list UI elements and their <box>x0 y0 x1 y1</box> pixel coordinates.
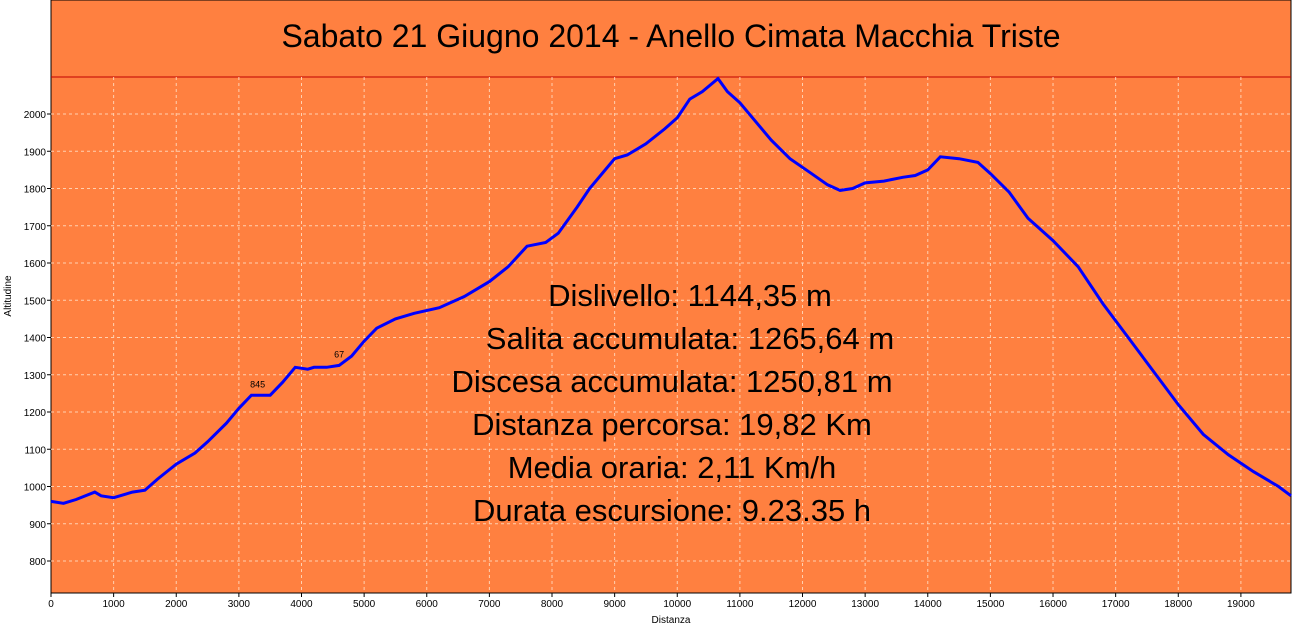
stat-media: Media oraria: 2,11 Km/h <box>508 450 837 485</box>
x-axis-label: Distanza <box>652 615 691 626</box>
y-axis-label: Altitudine <box>3 275 14 317</box>
x-tick-label: 18000 <box>1164 599 1192 610</box>
x-tick-label: 14000 <box>914 599 942 610</box>
stat-discesa: Discesa accumulata: 1250,81 m <box>451 364 892 399</box>
y-tick-label: 1200 <box>24 408 47 419</box>
waypoint-label: 67 <box>334 350 344 360</box>
x-tick-label: 10000 <box>663 599 691 610</box>
y-tick-label: 800 <box>29 557 46 568</box>
x-tick-label: 13000 <box>851 599 879 610</box>
y-tick-label: 1400 <box>24 334 47 345</box>
x-tick-label: 0 <box>48 599 54 610</box>
plot-background <box>50 0 1292 594</box>
y-tick-label: 1000 <box>24 483 47 494</box>
x-tick-label: 19000 <box>1227 599 1255 610</box>
stat-salita: Salita accumulata: 1265,64 m <box>486 321 894 356</box>
waypoint-label: 845 <box>250 380 265 390</box>
elevation-profile-line <box>50 76 1292 505</box>
y-tick-label: 2000 <box>24 110 47 121</box>
stat-distanza: Distanza percorsa: 19,82 Km <box>472 407 872 442</box>
x-tick-label: 4000 <box>290 599 313 610</box>
x-tick-label: 15000 <box>976 599 1004 610</box>
x-tick-label: 5000 <box>353 599 376 610</box>
stats-annotations: Dislivello: 1144,35 m Salita accumulata:… <box>451 278 894 528</box>
x-tick-label: 12000 <box>789 599 817 610</box>
x-tick-label: 2000 <box>165 599 188 610</box>
x-tick-label: 3000 <box>228 599 251 610</box>
y-tick-label: 900 <box>29 520 46 531</box>
x-tick-label: 17000 <box>1102 599 1130 610</box>
y-tick-label: 1700 <box>24 222 47 233</box>
chart-title: Sabato 21 Giugno 2014 - Anello Cimata Ma… <box>281 18 1060 54</box>
x-tick-label: 1000 <box>103 599 126 610</box>
y-tick-label: 1600 <box>24 259 47 270</box>
x-tick-label: 7000 <box>478 599 501 610</box>
x-tick-label: 8000 <box>541 599 564 610</box>
y-tick-label: 1300 <box>24 371 47 382</box>
x-tick-label: 6000 <box>416 599 439 610</box>
stat-dislivello: Dislivello: 1144,35 m <box>548 278 832 313</box>
y-tick-label: 1900 <box>24 147 47 158</box>
y-tick-label: 1800 <box>24 185 47 196</box>
x-tick-label: 16000 <box>1039 599 1067 610</box>
grid-lines <box>51 77 1291 593</box>
waypoint-labels: 845 67 <box>250 350 344 390</box>
stat-durata: Durata escursione: 9.23.35 h <box>473 493 871 528</box>
y-tick-label: 1100 <box>24 445 46 456</box>
y-tick-label: 1500 <box>24 296 47 307</box>
x-tick-label: 11000 <box>726 599 754 610</box>
axis-ticks: 0 1000 2000 3000 4000 5000 6000 7000 8000 9000 100… <box>24 110 1255 610</box>
x-tick-label: 9000 <box>604 599 627 610</box>
